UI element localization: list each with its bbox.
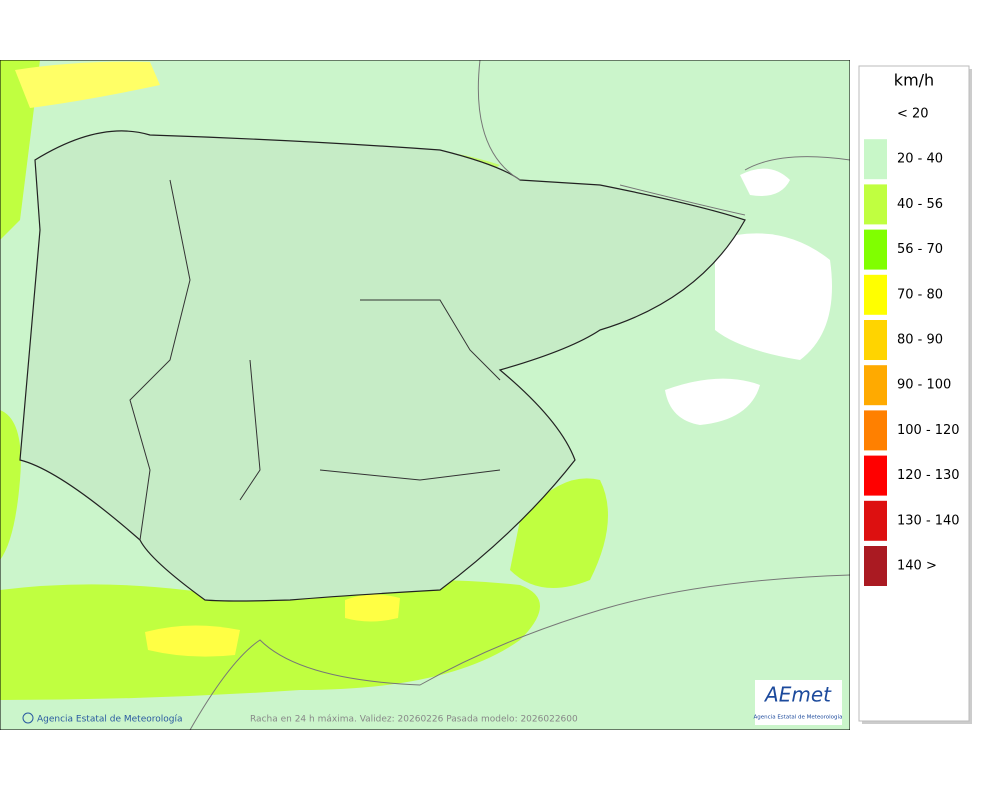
coastline (477, 60, 850, 216)
legend-label: < 20 (897, 107, 929, 122)
wind-zone (0, 410, 21, 560)
legend-swatch (864, 365, 887, 406)
no-data-area (715, 233, 832, 360)
iberia (19, 130, 746, 602)
logo-name: AEmet (763, 683, 832, 707)
legend-swatch (864, 500, 887, 541)
legend-label: 120 - 130 (897, 468, 960, 483)
legend-label: 140 > (897, 559, 937, 574)
no-data-area (740, 168, 790, 196)
region-borders (129, 179, 501, 541)
credit: Agencia Estatal de Meteorología (37, 715, 183, 725)
legend-unit: km/h (894, 71, 934, 90)
wind-zone (0, 580, 540, 700)
map (0, 60, 850, 730)
legend-label: 80 - 90 (897, 333, 943, 348)
legend-label: 130 - 140 (897, 513, 960, 528)
no-data-area (665, 378, 760, 425)
coastline (189, 574, 850, 730)
legend-label: 100 - 120 (897, 423, 960, 438)
legend-label: 56 - 70 (897, 242, 943, 257)
wind-zone (15, 61, 160, 108)
legend-label: 90 - 100 (897, 378, 951, 393)
logo-subtitle: Agencia Estatal de Meteorología (754, 714, 843, 721)
legend-swatch (864, 320, 887, 360)
legend-label: 20 - 40 (897, 152, 943, 167)
copyright-icon (22, 712, 34, 724)
wind-zone (345, 594, 400, 622)
legend-label: 70 - 80 (897, 287, 943, 302)
legend-swatch (864, 184, 887, 225)
caption: Racha en 24 h máxima. Validez: 20260226 … (250, 715, 578, 725)
legend-swatch (864, 139, 887, 180)
legend-swatch (864, 410, 887, 451)
logo-box (755, 680, 842, 725)
legend-swatch (864, 455, 887, 496)
legend-swatch (864, 546, 887, 586)
legend-label: 40 - 56 (897, 197, 943, 212)
legend-swatch (864, 229, 887, 270)
legend-swatch (864, 274, 887, 315)
wind-zone (145, 625, 240, 657)
